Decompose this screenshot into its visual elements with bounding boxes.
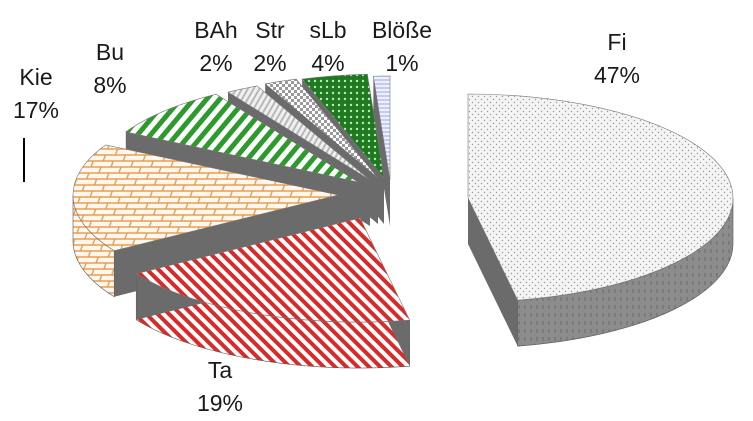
slice-label-name: Fi xyxy=(607,29,626,55)
pie-slice-ta xyxy=(135,217,411,369)
slice-label-value: 19% xyxy=(197,390,243,416)
slice-label-name: Str xyxy=(255,17,285,43)
pie-slice-ble xyxy=(373,75,391,226)
pie-slice-top xyxy=(135,217,411,323)
slice-label-name: Ta xyxy=(208,357,233,383)
slice-label-name: Kie xyxy=(19,64,52,90)
slice-label-value: 1% xyxy=(385,50,418,76)
slice-label-name: BAh xyxy=(194,17,237,43)
pie-slice-top xyxy=(467,93,734,301)
slice-label-value: 17% xyxy=(13,97,59,123)
slice-label-name: Blöße xyxy=(372,17,432,43)
slice-label-value: 8% xyxy=(93,72,126,98)
slice-label-value: 4% xyxy=(311,50,344,76)
slice-label-value: 2% xyxy=(253,50,286,76)
pie-slice-top xyxy=(72,144,339,252)
pie-slice-top xyxy=(264,78,379,179)
pie-slice-fi xyxy=(467,93,734,347)
pie-slice-top xyxy=(373,75,391,181)
slice-label-value: 2% xyxy=(199,50,232,76)
pie-slice-top xyxy=(125,93,359,183)
slice-label-name: sLb xyxy=(309,17,346,43)
pie-slice-wall xyxy=(468,198,518,347)
pie-slice-top xyxy=(227,85,371,181)
pie-slice-top xyxy=(301,73,385,180)
slice-label-value: 47% xyxy=(594,62,640,88)
slice-label-name: Bu xyxy=(96,39,124,65)
pie-slice-wall xyxy=(373,76,390,226)
